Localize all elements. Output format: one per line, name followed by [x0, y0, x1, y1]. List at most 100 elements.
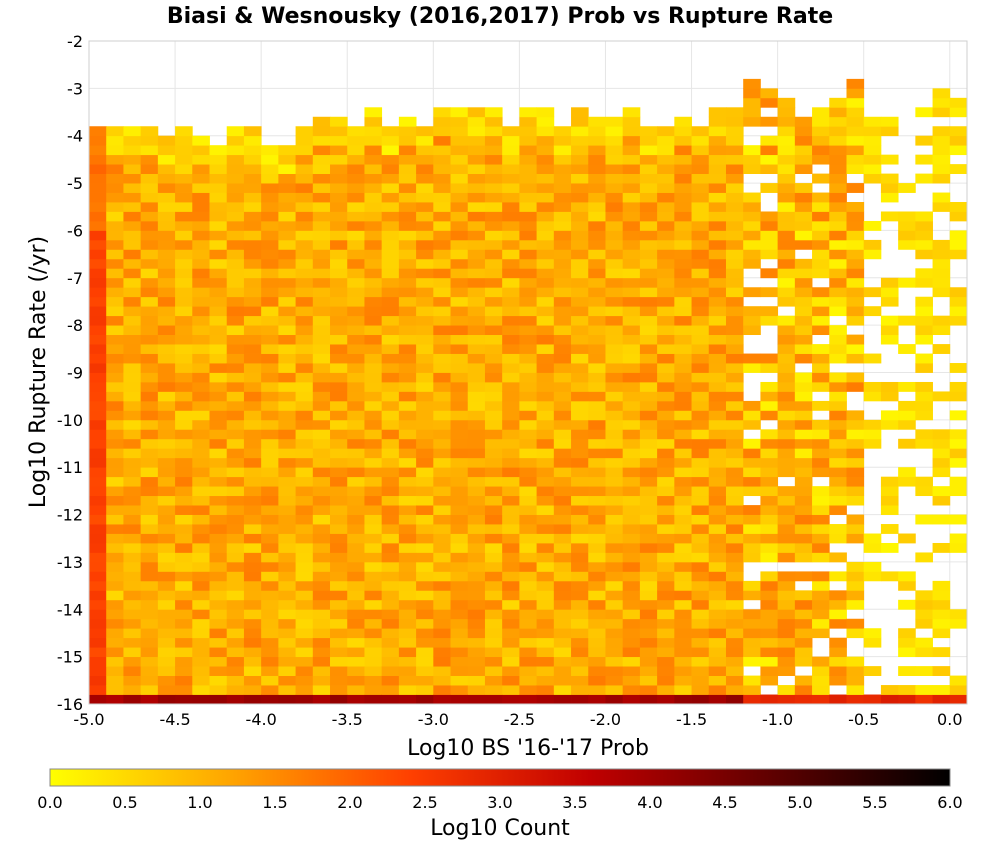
- heatmap-cell: [794, 220, 813, 231]
- heatmap-cell: [467, 410, 486, 421]
- heatmap-cell: [932, 277, 951, 288]
- heatmap-cell: [829, 656, 847, 667]
- heatmap-cell: [519, 334, 538, 345]
- heatmap-cell: [605, 202, 624, 212]
- heatmap-cell: [915, 381, 933, 392]
- heatmap-cell: [691, 628, 710, 639]
- heatmap-cell: [812, 220, 830, 231]
- heatmap-cell: [243, 590, 262, 601]
- heatmap-cell: [330, 183, 348, 193]
- heatmap-cell: [398, 220, 417, 231]
- heatmap-cell: [622, 457, 641, 468]
- heatmap-cell: [278, 353, 296, 364]
- plot-frame: [88, 40, 968, 705]
- heatmap-cell: [381, 590, 400, 601]
- heatmap-cell: [140, 675, 159, 686]
- heatmap-cell: [519, 533, 538, 544]
- heatmap-cell: [484, 505, 503, 515]
- heatmap-cell: [725, 419, 744, 430]
- heatmap-cell: [657, 552, 675, 563]
- heatmap-cell: [312, 666, 331, 676]
- heatmap-cell: [89, 287, 107, 298]
- heatmap-cell: [536, 590, 555, 601]
- heatmap-cell: [898, 220, 916, 231]
- heatmap-cell: [416, 135, 434, 146]
- heatmap-cell: [484, 524, 503, 534]
- heatmap-cell: [484, 476, 503, 487]
- heatmap-cell: [398, 571, 417, 582]
- heatmap-cell: [571, 135, 589, 146]
- heatmap-cell: [89, 448, 107, 459]
- heatmap-cell: [639, 173, 658, 184]
- heatmap-cell: [846, 628, 865, 639]
- heatmap-cell: [674, 277, 692, 288]
- colorbar-tick-label: 0.5: [112, 793, 137, 812]
- heatmap-cell: [381, 325, 400, 336]
- heatmap-cell: [157, 410, 176, 421]
- heatmap-cell: [278, 561, 296, 572]
- heatmap-cell: [347, 533, 365, 544]
- heatmap-cell: [519, 524, 538, 534]
- heatmap-cell: [123, 486, 142, 497]
- heatmap-cell: [226, 448, 245, 459]
- heatmap-cell: [106, 514, 124, 525]
- heatmap-cell: [588, 448, 606, 459]
- heatmap-cell: [536, 107, 555, 118]
- heatmap-cell: [312, 154, 331, 165]
- heatmap-cell: [243, 571, 262, 582]
- heatmap-cell: [157, 183, 176, 193]
- heatmap-cell: [243, 505, 262, 515]
- heatmap-cell: [381, 164, 400, 174]
- heatmap-cell: [588, 400, 606, 411]
- heatmap-cell: [829, 202, 847, 212]
- heatmap-cell: [295, 249, 314, 260]
- heatmap-cell: [691, 239, 710, 250]
- heatmap-cell: [106, 334, 124, 345]
- heatmap-cell: [243, 164, 262, 174]
- heatmap-cell: [605, 476, 624, 487]
- heatmap-cell: [588, 220, 606, 231]
- heatmap-cell: [226, 628, 245, 639]
- heatmap-cell: [725, 202, 744, 212]
- heatmap-cell: [433, 533, 451, 544]
- heatmap-cell: [536, 306, 555, 317]
- heatmap-cell: [261, 249, 279, 260]
- heatmap-cell: [192, 552, 210, 563]
- heatmap-cell: [588, 239, 606, 250]
- heatmap-cell: [192, 457, 210, 468]
- heatmap-cell: [226, 505, 245, 515]
- heatmap-cell: [123, 628, 142, 639]
- heatmap-cell: [777, 249, 796, 260]
- heatmap-cell: [708, 220, 727, 231]
- heatmap-cell: [450, 249, 469, 260]
- heatmap-cell: [622, 192, 641, 203]
- heatmap-cell: [295, 230, 314, 241]
- heatmap-cell: [226, 580, 245, 591]
- heatmap-cell: [467, 154, 486, 165]
- heatmap-cell: [536, 438, 555, 449]
- heatmap-cell: [794, 448, 813, 459]
- heatmap-cell: [278, 268, 296, 279]
- heatmap-cell: [484, 306, 503, 317]
- heatmap-cell: [674, 154, 692, 165]
- heatmap-cell: [674, 183, 692, 193]
- heatmap-cell: [157, 145, 176, 156]
- heatmap-cell: [484, 552, 503, 563]
- heatmap-cell: [209, 514, 228, 525]
- heatmap-cell: [846, 97, 865, 108]
- heatmap-cell: [588, 116, 606, 127]
- heatmap-cell: [106, 580, 124, 591]
- heatmap-cell: [364, 448, 383, 459]
- heatmap-cell: [433, 277, 451, 288]
- heatmap-cell: [450, 599, 469, 610]
- heatmap-cell: [502, 524, 520, 534]
- heatmap-cell: [571, 505, 589, 515]
- heatmap-cell: [467, 694, 486, 705]
- colorbar-tick-label: 3.5: [562, 793, 587, 812]
- heatmap-cell: [571, 353, 589, 364]
- heatmap-cell: [312, 457, 331, 468]
- heatmap-cell: [571, 315, 589, 326]
- heatmap-cell: [949, 202, 968, 212]
- heatmap-cell: [347, 192, 365, 203]
- heatmap-cell: [743, 552, 761, 563]
